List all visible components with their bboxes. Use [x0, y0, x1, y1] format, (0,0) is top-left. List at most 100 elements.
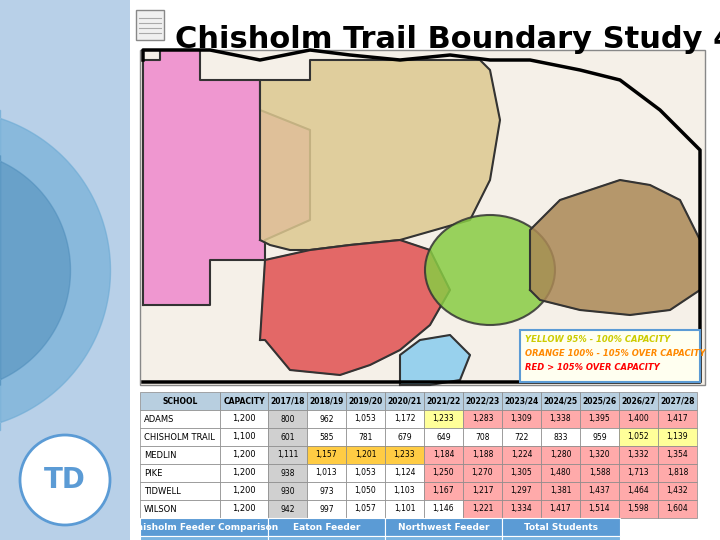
Bar [220, 428, 268, 446]
Text: 1,053: 1,053 [355, 469, 377, 477]
Text: 2023/24: 2023/24 [505, 396, 539, 406]
Text: 1,167: 1,167 [433, 487, 454, 496]
Text: 1,464: 1,464 [628, 487, 649, 496]
Bar [541, 500, 580, 518]
Bar [580, 446, 619, 464]
Text: 1,139: 1,139 [667, 433, 688, 442]
Bar [307, 500, 346, 518]
Text: 722: 722 [514, 433, 528, 442]
Bar [307, 482, 346, 500]
Bar [580, 392, 619, 410]
Bar [502, 428, 541, 446]
Text: 1,172: 1,172 [394, 415, 415, 423]
Text: 1,100: 1,100 [232, 433, 256, 442]
Text: 942: 942 [280, 504, 294, 514]
Text: 585: 585 [319, 433, 334, 442]
Text: 1,588: 1,588 [589, 469, 611, 477]
Text: 1,400: 1,400 [628, 415, 649, 423]
Text: 1,013: 1,013 [315, 469, 337, 477]
Circle shape [20, 435, 110, 525]
Bar [385, 500, 424, 518]
Text: 1,305: 1,305 [510, 469, 532, 477]
Text: 2019/20: 2019/20 [348, 396, 382, 406]
Bar [463, 482, 502, 500]
Text: 1,598: 1,598 [628, 504, 649, 514]
Bar [136, 10, 164, 40]
Text: 1,200: 1,200 [232, 450, 256, 460]
Bar [140, 482, 220, 500]
Bar [541, 446, 580, 464]
Bar [140, 518, 268, 536]
Bar [140, 446, 220, 464]
Text: 1,050: 1,050 [355, 487, 377, 496]
Bar [346, 464, 385, 482]
Bar [619, 500, 658, 518]
Text: 1,146: 1,146 [433, 504, 454, 514]
Text: 1,101: 1,101 [394, 504, 415, 514]
Bar [385, 536, 502, 540]
Bar [140, 536, 268, 540]
Text: 1,184: 1,184 [433, 450, 454, 460]
Text: CHISHOLM TRAIL: CHISHOLM TRAIL [144, 433, 215, 442]
Text: TD: TD [44, 466, 86, 494]
Text: Eaton Feeder: Eaton Feeder [293, 523, 360, 531]
Bar [619, 392, 658, 410]
Text: ORANGE 100% - 105% OVER CAPACITY: ORANGE 100% - 105% OVER CAPACITY [525, 349, 706, 359]
Polygon shape [400, 335, 470, 385]
Bar [541, 392, 580, 410]
Bar [140, 50, 705, 385]
Bar [268, 518, 385, 536]
Bar [140, 464, 220, 482]
Polygon shape [143, 50, 310, 305]
Text: TIDWELL: TIDWELL [144, 487, 181, 496]
Text: 2020/21: 2020/21 [387, 396, 422, 406]
Bar [619, 482, 658, 500]
Text: Northwest Feeder: Northwest Feeder [397, 523, 490, 531]
Bar [502, 482, 541, 500]
Bar [346, 410, 385, 428]
Bar [502, 536, 620, 540]
Bar [268, 500, 307, 518]
Bar [346, 428, 385, 446]
Text: RED > 105% OVER CAPACITY: RED > 105% OVER CAPACITY [525, 363, 660, 373]
Bar [268, 536, 385, 540]
Bar [140, 500, 220, 518]
Text: CAPACITY: CAPACITY [223, 396, 265, 406]
Text: 1,200: 1,200 [232, 487, 256, 496]
Bar [424, 410, 463, 428]
Text: 1,201: 1,201 [355, 450, 377, 460]
Bar [130, 0, 720, 540]
Bar [268, 464, 307, 482]
Text: 649: 649 [436, 433, 451, 442]
Bar [658, 428, 697, 446]
Bar [541, 428, 580, 446]
Text: 833: 833 [553, 433, 568, 442]
Bar [220, 410, 268, 428]
Bar [220, 392, 268, 410]
Bar [463, 464, 502, 482]
Bar [619, 446, 658, 464]
Text: 679: 679 [397, 433, 412, 442]
Bar [541, 482, 580, 500]
Text: 781: 781 [359, 433, 373, 442]
Text: 1,233: 1,233 [394, 450, 415, 460]
Text: 1,250: 1,250 [433, 469, 454, 477]
Text: 1,332: 1,332 [628, 450, 649, 460]
Bar [463, 392, 502, 410]
Text: 973: 973 [319, 487, 334, 496]
Bar [658, 446, 697, 464]
Text: 1,381: 1,381 [550, 487, 571, 496]
Bar [268, 446, 307, 464]
Text: 2026/27: 2026/27 [621, 396, 656, 406]
Bar [580, 410, 619, 428]
Bar [385, 446, 424, 464]
Text: 1,417: 1,417 [549, 504, 571, 514]
Bar [424, 446, 463, 464]
Text: 601: 601 [280, 433, 294, 442]
Bar [502, 410, 541, 428]
Bar [307, 446, 346, 464]
Bar [140, 392, 220, 410]
Text: 959: 959 [592, 433, 607, 442]
Text: ADAMS: ADAMS [144, 415, 174, 423]
Bar [580, 482, 619, 500]
